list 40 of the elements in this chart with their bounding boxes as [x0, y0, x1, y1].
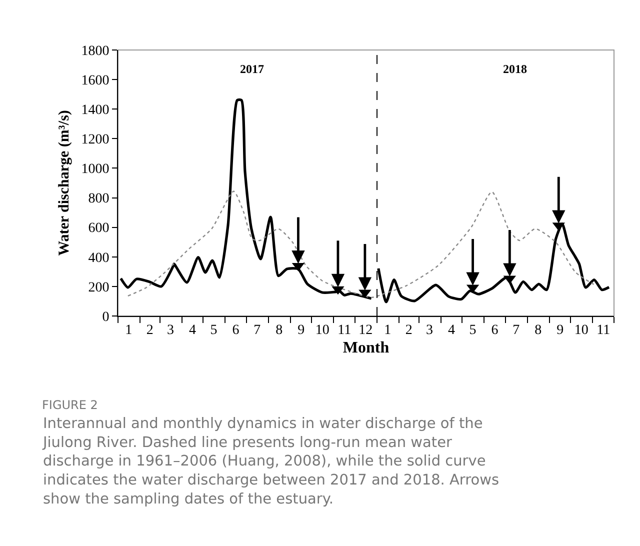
y-tick-label: 1600	[81, 73, 110, 88]
x-tick-label: 12	[358, 322, 373, 338]
y-tick-label: 1200	[81, 132, 110, 148]
x-tick-label: 5	[210, 322, 218, 338]
caption: FIGURE 2	[42, 398, 98, 412]
y-tick-label: 1800	[81, 44, 110, 59]
text: Interannual and monthly dynamics in water discharge of the Jiulong River. Dashed line presents long-run mean water discharge in 1961–2006 (Huang, 2008), while the solid curve indicates the water discharge between 2017 and 2018. Arrows show the sampling dates of the estuary.	[42, 416, 500, 508]
x-tick-label: 11	[338, 322, 352, 338]
y-tick-label: 1000	[81, 162, 110, 178]
y-tick-label: 200	[88, 280, 110, 296]
x-tick-label: 1	[125, 322, 132, 338]
y-tick-label: 800	[88, 192, 110, 207]
x-tick-label: 6	[491, 322, 498, 338]
x-tick-label: 2	[146, 322, 154, 338]
y-axis-title: Water discharge (m³/s)	[56, 110, 72, 256]
x-tick-label: 7	[254, 322, 261, 338]
x-tick-label: 3	[426, 322, 434, 338]
y-tick-label: 0	[102, 310, 110, 325]
x-tick-label: 9	[556, 322, 564, 338]
x-tick-label: 5	[469, 322, 476, 338]
x-tick-label: 2	[405, 322, 412, 338]
x-tick-label: 3	[167, 322, 174, 338]
x-tick-label: 11	[596, 322, 610, 338]
x-tick-label: 9	[298, 322, 305, 338]
x-tick-label: 4	[189, 322, 196, 338]
x-tick-label: 7	[512, 322, 520, 338]
x-tick-label: 1	[384, 322, 392, 338]
x-tick-label: 8	[276, 322, 283, 338]
annotation: 2017	[240, 62, 264, 76]
x-axis-title: Month	[342, 340, 390, 356]
y-tick-label: 1400	[81, 103, 110, 118]
annotation: 2018	[503, 62, 527, 76]
line-series	[127, 190, 597, 298]
x-tick-label: 10	[315, 322, 330, 338]
y-tick-label: 600	[88, 221, 110, 236]
y-tick-label: 400	[88, 250, 110, 266]
x-tick-label: 4	[448, 322, 456, 338]
x-tick-label: 6	[232, 322, 240, 338]
x-tick-label: 8	[534, 322, 542, 338]
x-tick-label: 10	[574, 322, 588, 338]
